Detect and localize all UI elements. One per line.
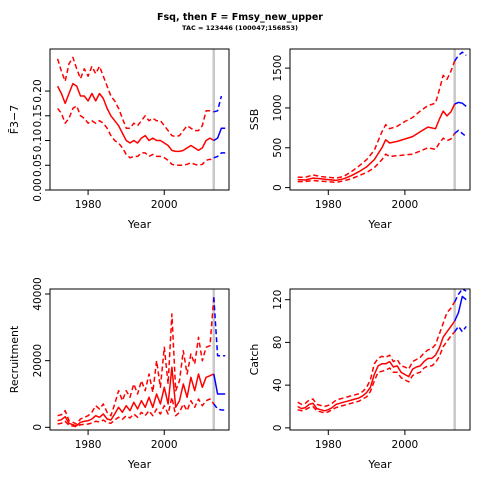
plot-frame	[289, 288, 471, 431]
series-estimate	[57, 366, 215, 427]
series-lower	[57, 105, 214, 167]
x-tick-label: 2000	[392, 199, 419, 211]
series-projection-lower	[454, 325, 467, 333]
series-lower	[297, 331, 456, 414]
series-upper	[56, 56, 214, 138]
x-tick-label: 1980	[315, 439, 342, 451]
y-tick-label: 1000	[272, 95, 284, 122]
x-tick-label: 2000	[151, 439, 178, 451]
series-projection-lower	[213, 152, 226, 159]
panel-ssb: 1980 2000 0 500 1000 1500 Year SSB	[248, 48, 471, 231]
series-projection-upper	[213, 297, 226, 357]
x-tick-label: 1980	[75, 199, 102, 211]
series-upper	[297, 301, 456, 408]
y-tick-label: 0.00	[32, 178, 44, 201]
y-axis-label: F̄3−7	[8, 105, 21, 135]
y-tick-label: 0	[32, 424, 44, 431]
x-tick-label: 1980	[75, 439, 102, 451]
figure-title: Fsq, then F = Fmsy_new_upper	[157, 12, 323, 23]
series-lower	[297, 132, 456, 184]
y-tick-label: 40	[272, 378, 284, 391]
y-tick-label: 80	[272, 336, 284, 349]
y-tick-label: 0.15	[32, 104, 44, 127]
series-estimate	[56, 82, 215, 153]
series-estimate	[297, 103, 456, 182]
series-upper	[57, 297, 215, 425]
x-axis-label: Year	[127, 218, 152, 231]
y-tick-label: 500	[272, 138, 284, 158]
x-tick-label: 2000	[392, 439, 419, 451]
series-projection-lower	[213, 403, 226, 411]
series-projection-upper	[454, 288, 467, 303]
x-axis-label: Year	[127, 458, 152, 471]
x-tick-label: 1980	[315, 199, 342, 211]
series-estimate	[297, 320, 456, 412]
y-tick-label: 0	[272, 425, 284, 432]
series-projection-lower	[454, 129, 467, 138]
x-axis-label: Year	[367, 218, 392, 231]
plot-frame	[49, 288, 230, 431]
y-tick-label: 0.10	[32, 129, 44, 152]
series-lower	[57, 396, 215, 428]
panel-fbar: 1980 2000 0.000.05 0.10 0.15 0.20 Year F̄3−7	[8, 48, 230, 231]
x-axis-label: Year	[367, 458, 392, 471]
series-projection	[454, 295, 467, 322]
series-projection-upper	[213, 95, 223, 113]
plot-frame	[49, 48, 230, 191]
y-tick-label: 20000	[32, 344, 44, 377]
plot-frame	[289, 48, 471, 191]
series-projection	[213, 127, 226, 142]
y-tick-label: 40000	[32, 277, 44, 310]
panel-catch: 1980 2000 0 40 80 120 Year Catch	[248, 288, 471, 471]
y-axis-label: Recruitment	[8, 325, 21, 393]
y-tick-label: 0	[272, 184, 284, 191]
y-tick-label: 0.05	[32, 154, 44, 177]
y-axis-label: SSB	[248, 109, 261, 131]
series-projection	[454, 101, 467, 107]
figure-subtitle: TAC = 123446 (100047;156853)	[182, 24, 298, 32]
y-tick-label: 0.20	[32, 79, 44, 102]
y-axis-label: Catch	[248, 344, 261, 376]
y-tick-label: 1500	[272, 55, 284, 82]
series-projection	[213, 373, 226, 395]
y-tick-label: 120	[272, 290, 284, 310]
series-projection-upper	[454, 51, 467, 62]
x-tick-label: 2000	[151, 199, 178, 211]
series-upper	[297, 60, 456, 179]
